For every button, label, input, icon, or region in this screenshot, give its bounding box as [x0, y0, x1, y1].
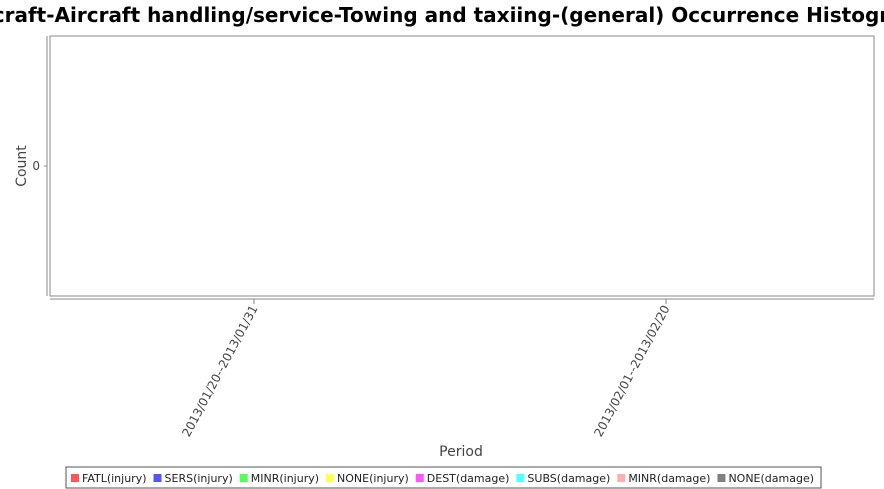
- y-tick-label: 0: [32, 159, 40, 173]
- legend-swatch: [71, 474, 79, 482]
- legend-swatch: [153, 474, 162, 482]
- legend-item-label: MINR(damage): [628, 472, 710, 485]
- x-ticks: 2013/01/20--2013/01/31 2013/02/01--2013/0…: [179, 299, 673, 439]
- legend-item-label: DEST(damage): [427, 472, 510, 485]
- legend-swatch: [326, 474, 335, 482]
- legend-item-label: SUBS(damage): [527, 472, 610, 485]
- legend-swatch: [516, 474, 525, 482]
- legend-box: [65, 466, 822, 489]
- legend-item-label: NONE(damage): [728, 472, 814, 485]
- legend-item-label: MINR(injury): [251, 472, 319, 485]
- y-axis-label: Count: [14, 145, 30, 187]
- legend-swatch: [239, 474, 248, 482]
- legend-swatch: [617, 474, 626, 482]
- x-axis-label: Period: [439, 444, 483, 460]
- legend: FATL(injury) SERS(injury) MINR(injury) NONE…: [71, 472, 814, 485]
- chart-title: Aircraft-Aircraft handling/service-Towin…: [0, 3, 884, 27]
- plot-area: [49, 35, 875, 297]
- legend-item-label: NONE(injury): [337, 472, 409, 485]
- legend-swatch: [717, 474, 726, 482]
- x-tick-label: 2013/02/01--2013/02/20: [591, 303, 672, 439]
- legend-item-label: FATL(injury): [82, 472, 147, 485]
- legend-swatch: [415, 474, 424, 482]
- y-ticks: 0: [32, 159, 47, 173]
- legend-item-label: SERS(injury): [165, 472, 233, 485]
- x-tick-label: 2013/01/20--2013/01/31: [179, 303, 260, 439]
